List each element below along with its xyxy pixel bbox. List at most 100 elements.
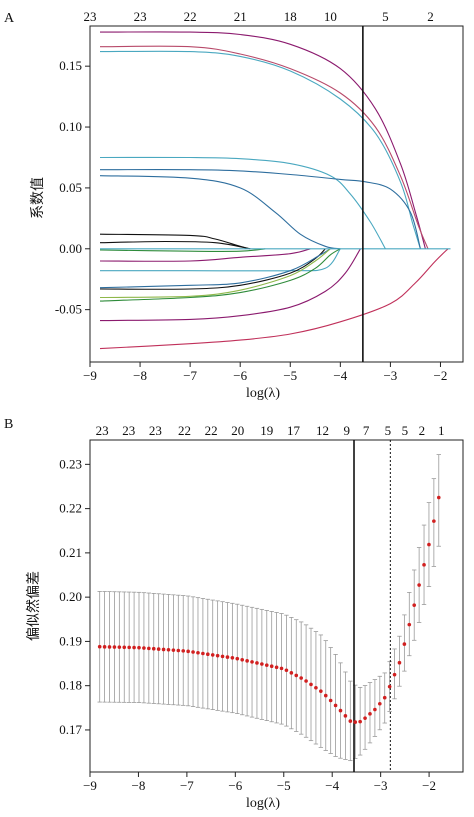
coefficient-path xyxy=(99,45,429,250)
x-tick-label: −6 xyxy=(233,368,247,383)
mean-point xyxy=(206,652,210,657)
top-axis-label: 22 xyxy=(184,9,197,24)
y-tick-label: 0.20 xyxy=(59,589,82,604)
mean-point xyxy=(353,720,358,724)
top-axis-label: 2 xyxy=(427,9,434,24)
top-axis-label: 20 xyxy=(231,423,244,438)
panel-a-top-axis: 23 23 22 21 18 10 5 2 xyxy=(84,9,434,24)
panel-b-y-axis-label: 偏似然偏差 xyxy=(25,571,42,641)
mean-point xyxy=(373,707,377,712)
coefficient-path xyxy=(99,175,341,250)
top-axis-label: 17 xyxy=(287,423,301,438)
panel-b-y-ticks: 0.17 0.18 0.19 0.20 0.21 0.22 0.23 xyxy=(59,456,90,737)
panel-b-error-bars xyxy=(97,454,441,762)
y-tick-label: 0.18 xyxy=(59,678,82,693)
top-axis-label: 18 xyxy=(284,9,297,24)
top-axis-label: 19 xyxy=(260,423,273,438)
y-tick-label: 0.23 xyxy=(59,456,82,471)
mean-point xyxy=(255,661,259,665)
panel-a-label: A xyxy=(4,11,15,26)
mean-point xyxy=(151,646,156,651)
mean-point xyxy=(107,645,112,649)
mean-point xyxy=(122,645,127,650)
mean-point xyxy=(142,646,146,650)
panel-a-x-ticks: −9 −8 −7 −6 −5 −4 −3 −2 xyxy=(83,362,447,383)
y-tick-label: 0.00 xyxy=(59,241,82,256)
mean-point xyxy=(191,650,195,654)
top-axis-label: 5 xyxy=(385,423,392,438)
panel-b-plot-frame xyxy=(89,439,464,773)
panel-b-x-ticks: −9 −8 −7 −6 −5 −4 −3 −2 xyxy=(83,772,436,793)
top-axis-label: 23 xyxy=(84,9,97,24)
mean-point xyxy=(284,668,289,673)
mean-point xyxy=(304,679,308,683)
mean-point xyxy=(196,650,200,655)
mean-point xyxy=(147,646,151,651)
mean-point xyxy=(402,642,407,646)
top-axis-label: 5 xyxy=(402,423,409,438)
mean-point xyxy=(176,648,181,653)
mean-point xyxy=(358,719,362,724)
mean-point xyxy=(260,662,264,666)
mean-point xyxy=(378,701,382,706)
top-axis-label: 9 xyxy=(343,423,350,438)
top-axis-label: 2 xyxy=(419,423,426,438)
mean-point xyxy=(235,656,240,661)
y-tick-label: 0.15 xyxy=(59,58,82,73)
mean-point xyxy=(333,703,338,708)
mean-point xyxy=(240,657,245,662)
coefficient-path xyxy=(99,248,449,350)
x-tick-label: −8 xyxy=(133,368,147,383)
mean-point xyxy=(117,645,122,649)
coefficient-path xyxy=(99,248,266,252)
mean-point xyxy=(127,645,131,650)
coefficient-path xyxy=(99,248,341,302)
mean-point xyxy=(201,651,205,656)
mean-point xyxy=(156,647,161,651)
coefficient-path xyxy=(99,248,331,289)
mean-point xyxy=(250,660,254,664)
mean-point xyxy=(166,648,171,652)
mean-point xyxy=(436,495,441,500)
top-axis-label: 21 xyxy=(234,9,247,24)
mean-point xyxy=(264,663,269,667)
panel-a-coefficient-paths xyxy=(99,31,451,350)
x-tick-label: −4 xyxy=(325,778,339,793)
mean-point xyxy=(97,644,102,649)
mean-point xyxy=(289,671,294,675)
x-tick-label: −2 xyxy=(422,778,436,793)
mean-point xyxy=(230,656,235,660)
top-axis-label: 23 xyxy=(134,9,147,24)
x-tick-label: −8 xyxy=(132,778,146,793)
y-tick-label: 0.05 xyxy=(59,180,82,195)
mean-point xyxy=(215,653,220,658)
mean-point xyxy=(181,649,186,653)
coefficient-path xyxy=(99,248,326,290)
panel-a-y-axis-label: 系数值 xyxy=(30,177,46,219)
mean-point xyxy=(245,659,249,663)
mean-point xyxy=(171,648,176,652)
top-axis-label: 7 xyxy=(363,423,370,438)
mean-point xyxy=(112,645,117,649)
mean-point xyxy=(392,672,397,677)
mean-point xyxy=(314,685,318,690)
mean-point xyxy=(323,693,328,698)
top-axis-label: 23 xyxy=(122,423,135,438)
mean-point xyxy=(294,673,299,678)
mean-point xyxy=(309,682,313,687)
coefficient-path xyxy=(99,50,421,249)
top-axis-label: 12 xyxy=(316,423,329,438)
coefficient-path xyxy=(100,248,341,272)
mean-point xyxy=(343,714,348,718)
x-tick-label: −4 xyxy=(333,368,347,383)
mean-point xyxy=(422,563,426,567)
x-tick-label: −7 xyxy=(180,778,194,793)
mean-point xyxy=(368,712,372,716)
y-tick-label: 0.17 xyxy=(59,722,82,737)
panel-b-mean-points xyxy=(97,495,441,724)
mean-point xyxy=(338,708,343,713)
mean-point xyxy=(348,719,353,723)
top-axis-label: 23 xyxy=(96,423,109,438)
x-tick-label: −3 xyxy=(383,368,397,383)
